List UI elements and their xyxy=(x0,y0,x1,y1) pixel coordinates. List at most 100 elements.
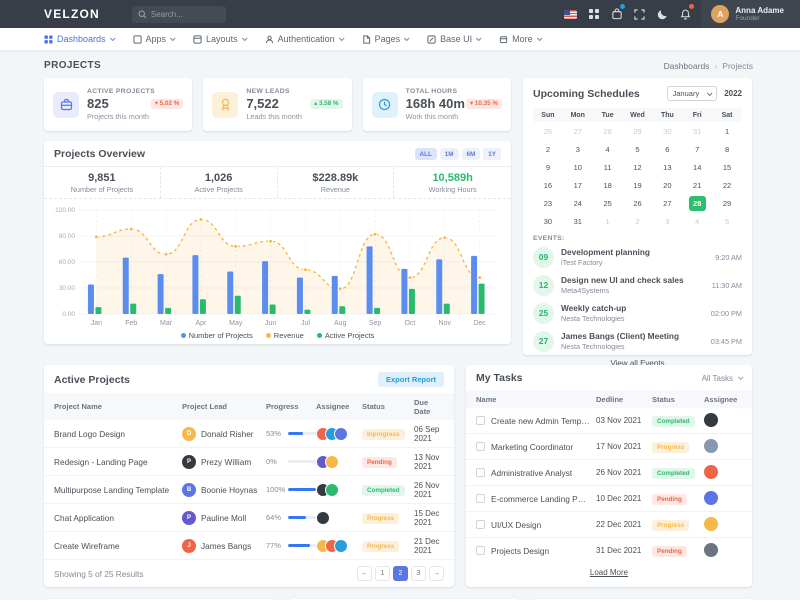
weekday-label: Wed xyxy=(630,111,645,119)
task-checkbox[interactable] xyxy=(476,442,485,451)
menu-item-dashboards[interactable]: Dashboards xyxy=(44,34,116,44)
event-company: Nesta Technologies xyxy=(561,314,625,323)
calendar-day[interactable]: 26 xyxy=(633,198,642,208)
event-company: Meta4Systems xyxy=(561,286,610,295)
calendar-day[interactable]: 2 xyxy=(545,144,550,154)
upcoming-schedules-card: Upcoming Schedules January 2022 Sun Mon Tu… xyxy=(523,78,752,368)
user-menu[interactable]: A Anna Adame Founder xyxy=(701,0,800,28)
svg-text:Sep: Sep xyxy=(369,320,382,327)
calendar-day[interactable]: 18 xyxy=(603,180,612,190)
cart-badge xyxy=(619,3,627,10)
fullscreen-icon[interactable] xyxy=(628,0,651,28)
calendar-day[interactable]: 14 xyxy=(693,162,702,172)
calendar-day[interactable]: 31 xyxy=(693,126,702,136)
search-box[interactable] xyxy=(131,5,226,23)
calendar-day[interactable]: 29 xyxy=(633,126,642,136)
range-button-1y[interactable]: 1Y xyxy=(483,148,501,160)
menu-item-layouts[interactable]: Layouts xyxy=(193,34,248,44)
us-flag-icon[interactable] xyxy=(559,0,582,28)
calendar-day[interactable]: 11 xyxy=(603,162,612,172)
calendar-day[interactable]: 20 xyxy=(663,180,672,190)
calendar-day[interactable]: 8 xyxy=(724,144,730,154)
view-all-events-link[interactable]: View all Events xyxy=(610,359,665,368)
calendar-day[interactable]: 31 xyxy=(573,216,582,226)
moon-icon[interactable] xyxy=(651,0,674,28)
calendar-day[interactable]: 30 xyxy=(543,216,553,226)
calendar-day[interactable]: 17 xyxy=(573,180,582,190)
shopping-bag-icon[interactable] xyxy=(605,0,628,28)
calendar-day[interactable]: 28 xyxy=(682,194,712,212)
calendar-day[interactable]: 19 xyxy=(633,180,642,190)
menu-item-base-ui[interactable]: Base UI xyxy=(427,34,482,44)
calendar-day[interactable]: 1 xyxy=(724,126,730,136)
weekday-label: Tue xyxy=(601,111,614,119)
calendar-day[interactable]: 13 xyxy=(663,162,672,172)
progress-value: 64% xyxy=(266,513,282,522)
pagination-next[interactable]: → xyxy=(429,566,444,581)
task-checkbox[interactable] xyxy=(476,520,485,529)
event-day-badge: 25 xyxy=(533,302,554,324)
apps-grid-icon[interactable] xyxy=(582,0,605,28)
calendar-day[interactable]: 28 xyxy=(603,126,612,136)
calendar-day[interactable]: 10 xyxy=(573,162,582,172)
calendar-day[interactable]: 22 xyxy=(722,180,732,190)
month-select[interactable]: January xyxy=(666,86,718,101)
calendar-day[interactable]: 21 xyxy=(693,180,702,190)
pagination-page[interactable]: 1 xyxy=(375,566,390,581)
calendar-day[interactable]: 24 xyxy=(573,198,582,208)
pagination-prev[interactable]: ← xyxy=(357,566,372,581)
calendar-day[interactable]: 26 xyxy=(543,126,553,136)
menu-item-pages[interactable]: Pages xyxy=(362,34,410,44)
menu-item-apps[interactable]: Apps xyxy=(132,34,176,44)
task-assignee xyxy=(704,490,742,507)
task-checkbox[interactable] xyxy=(476,468,485,477)
calendar-day[interactable]: 5 xyxy=(635,144,640,154)
calendar-day[interactable]: 3 xyxy=(575,144,580,154)
task-assignee xyxy=(704,412,742,429)
range-button-all[interactable]: ALL xyxy=(414,148,437,160)
tasks-filter-dropdown[interactable]: All Tasks xyxy=(702,374,744,383)
task-checkbox[interactable] xyxy=(476,416,485,425)
legend-item: Revenue xyxy=(265,331,304,340)
calendar-day[interactable]: 6 xyxy=(665,144,670,154)
export-report-button[interactable]: Export Report xyxy=(377,372,444,387)
pagination-page[interactable]: 3 xyxy=(411,566,426,581)
calendar-day[interactable]: 4 xyxy=(695,216,700,226)
menu-item-authentication[interactable]: Authentication xyxy=(265,34,345,44)
calendar-day[interactable]: 25 xyxy=(603,198,612,208)
calendar-day[interactable]: 1 xyxy=(605,216,610,226)
breadcrumb-parent[interactable]: Dashboards xyxy=(663,60,710,71)
task-checkbox[interactable] xyxy=(476,494,485,503)
calendar-day[interactable]: 5 xyxy=(724,216,730,226)
calendar-day[interactable]: 30 xyxy=(663,126,672,136)
progress-track xyxy=(288,432,316,435)
calendar-day[interactable]: 15 xyxy=(722,162,732,172)
pagination-page[interactable]: 2 xyxy=(393,566,408,581)
range-button-1m[interactable]: 1M xyxy=(439,148,459,160)
range-button-6m[interactable]: 6M xyxy=(461,148,481,160)
calendar-day[interactable]: 7 xyxy=(695,144,700,154)
search-input[interactable] xyxy=(150,9,221,19)
load-more-link[interactable]: Load More xyxy=(589,568,629,577)
calendar-day[interactable]: 23 xyxy=(543,198,553,208)
calendar-day[interactable]: 16 xyxy=(543,180,553,190)
legend-dot xyxy=(265,333,271,338)
active-projects-rows: Brand Logo Design D Donald Risher 53% Inprog… xyxy=(44,420,454,559)
chevron-down-icon xyxy=(707,89,713,96)
calendar-day[interactable]: 3 xyxy=(665,216,670,226)
menu-item-more[interactable]: More xyxy=(499,34,543,44)
due-date: 26 Nov 2021 xyxy=(414,480,440,499)
svg-text:Apr: Apr xyxy=(195,320,207,327)
calendar-day[interactable]: 29 xyxy=(722,198,732,208)
bell-icon[interactable] xyxy=(674,0,697,28)
stat-delta-badge: ▾ 5.02 % xyxy=(150,98,184,109)
calendar-day[interactable]: 2 xyxy=(635,216,640,226)
calendar-day[interactable]: 9 xyxy=(545,162,550,172)
calendar-day[interactable]: 4 xyxy=(605,144,610,154)
breadcrumb: Dashboards › Projects xyxy=(664,61,753,71)
calendar-day[interactable]: 12 xyxy=(633,162,642,172)
progress-bar: 53% xyxy=(266,429,316,438)
calendar-day[interactable]: 27 xyxy=(663,198,672,208)
task-checkbox[interactable] xyxy=(476,546,485,555)
calendar-day[interactable]: 27 xyxy=(573,126,582,136)
